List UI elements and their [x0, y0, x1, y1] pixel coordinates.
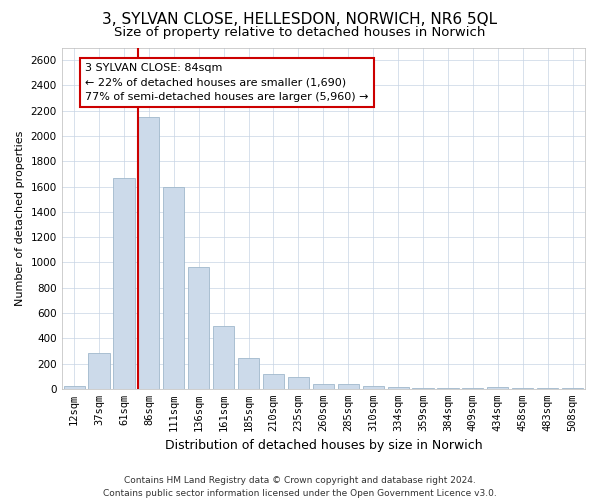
Bar [238, 358, 259, 389]
Bar [313, 384, 334, 389]
Bar [487, 386, 508, 389]
Bar [388, 387, 409, 389]
Y-axis label: Number of detached properties: Number of detached properties [15, 130, 25, 306]
Bar [462, 388, 484, 389]
Bar [64, 386, 85, 389]
Bar [338, 384, 359, 389]
Bar [263, 374, 284, 389]
Bar [88, 354, 110, 389]
Bar [562, 388, 583, 389]
Bar [412, 388, 434, 389]
Bar [437, 388, 458, 389]
Bar [188, 268, 209, 389]
Bar [213, 326, 234, 389]
Text: 3 SYLVAN CLOSE: 84sqm
← 22% of detached houses are smaller (1,690)
77% of semi-d: 3 SYLVAN CLOSE: 84sqm ← 22% of detached … [85, 62, 369, 102]
Bar [362, 386, 384, 389]
Bar [537, 388, 558, 389]
X-axis label: Distribution of detached houses by size in Norwich: Distribution of detached houses by size … [164, 440, 482, 452]
Text: 3, SYLVAN CLOSE, HELLESDON, NORWICH, NR6 5QL: 3, SYLVAN CLOSE, HELLESDON, NORWICH, NR6… [103, 12, 497, 28]
Bar [138, 117, 160, 389]
Bar [288, 378, 309, 389]
Text: Size of property relative to detached houses in Norwich: Size of property relative to detached ho… [115, 26, 485, 39]
Text: Contains HM Land Registry data © Crown copyright and database right 2024.
Contai: Contains HM Land Registry data © Crown c… [103, 476, 497, 498]
Bar [512, 388, 533, 389]
Bar [113, 178, 134, 389]
Bar [163, 186, 184, 389]
